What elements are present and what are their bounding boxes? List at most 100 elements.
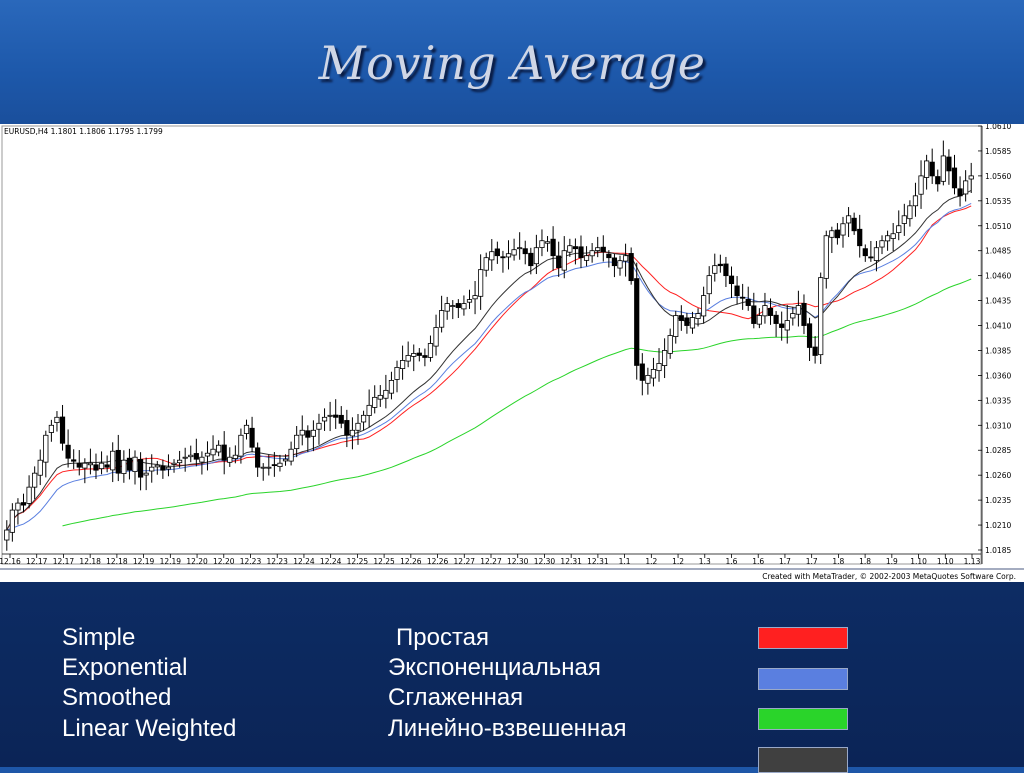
candlestick xyxy=(801,294,807,335)
candlestick xyxy=(171,459,177,473)
candle-body xyxy=(589,250,595,257)
candlestick xyxy=(199,451,205,475)
candle-body xyxy=(249,427,255,448)
candle-body xyxy=(795,305,801,315)
candle-body xyxy=(907,205,913,220)
legend-ru-simple: Простая xyxy=(396,624,490,651)
candle-body xyxy=(154,464,160,468)
candle-body xyxy=(110,450,116,471)
x-tick-label: 1.7 xyxy=(806,557,818,566)
candle-body xyxy=(818,277,824,356)
candle-body xyxy=(366,404,372,416)
x-tick-label: 12.31 xyxy=(560,557,582,566)
candle-body xyxy=(946,156,952,172)
candlestick xyxy=(511,238,517,261)
candlestick xyxy=(929,148,935,184)
candlestick xyxy=(422,348,428,367)
candlestick xyxy=(873,241,880,272)
x-tick-label: 12.17 xyxy=(26,557,48,566)
candle-body xyxy=(316,422,322,430)
x-tick-label: 12.26 xyxy=(400,557,422,566)
candle-body xyxy=(411,353,417,357)
candle-body xyxy=(344,420,350,436)
y-tick-label: 1.0210 xyxy=(985,521,1011,530)
candlestick xyxy=(299,415,305,446)
candlestick xyxy=(918,160,924,209)
candle-body xyxy=(260,466,266,469)
candlestick xyxy=(879,235,885,255)
candlestick xyxy=(728,266,735,298)
candle-body xyxy=(461,303,467,310)
candlestick xyxy=(93,453,99,479)
candle-body xyxy=(583,255,590,261)
candlestick xyxy=(528,247,534,275)
x-tick-label: 1.2 xyxy=(672,557,684,566)
candle-body xyxy=(188,454,194,458)
candlestick xyxy=(662,338,668,379)
candle-body xyxy=(511,249,517,256)
candlestick xyxy=(411,344,417,372)
footer-strip xyxy=(0,568,1024,582)
candle-body xyxy=(149,466,155,472)
candle-body xyxy=(806,323,813,348)
candle-body xyxy=(204,452,211,457)
x-tick-label: 1.3 xyxy=(699,557,711,566)
candlestick xyxy=(132,450,138,485)
x-tick-label: 1.8 xyxy=(859,557,871,566)
x-tick-label: 1.10 xyxy=(937,557,954,566)
candle-body xyxy=(695,313,701,319)
candle-body xyxy=(662,350,668,366)
y-tick-label: 1.0335 xyxy=(985,396,1011,405)
x-tick-label: 12.24 xyxy=(293,557,315,566)
x-tick-label: 12.19 xyxy=(133,557,155,566)
x-tick-label: 12.17 xyxy=(53,557,75,566)
candlestick xyxy=(795,290,801,327)
candle-body xyxy=(327,414,333,417)
legend-swatch-exponential xyxy=(758,668,848,690)
candlestick xyxy=(907,200,913,227)
x-tick-label: 12.18 xyxy=(106,557,128,566)
legend-panel: Simple Простая Exponential Экспоненциаль… xyxy=(0,582,1024,773)
candlestick xyxy=(723,256,729,288)
candlestick xyxy=(823,230,829,289)
candle-body xyxy=(500,256,506,259)
candlestick xyxy=(656,348,662,382)
x-tick-label: 12.30 xyxy=(534,557,556,566)
candle-body xyxy=(884,235,891,242)
candlestick xyxy=(611,253,618,278)
candlestick xyxy=(673,310,679,344)
candlestick xyxy=(539,229,545,257)
candlestick xyxy=(15,498,21,525)
candlestick xyxy=(110,442,116,483)
candle-body xyxy=(857,228,863,247)
candlestick xyxy=(550,226,556,271)
candle-body xyxy=(617,260,623,269)
candlestick xyxy=(282,454,289,466)
candlestick xyxy=(968,162,974,194)
candlestick xyxy=(372,385,378,414)
candlestick xyxy=(779,311,785,341)
x-tick-label: 12.20 xyxy=(213,557,235,566)
candlestick xyxy=(756,308,762,329)
candle-body xyxy=(227,456,233,463)
candlestick xyxy=(32,466,38,500)
candle-body xyxy=(305,430,311,438)
candlestick xyxy=(639,353,645,396)
candlestick xyxy=(461,295,467,316)
candle-body xyxy=(299,429,305,436)
candle-body xyxy=(845,215,852,224)
candle-body xyxy=(829,230,835,238)
candle-body xyxy=(572,246,579,250)
candlestick xyxy=(583,246,590,267)
candlestick xyxy=(667,328,673,359)
candle-body xyxy=(634,278,640,366)
candle-body xyxy=(193,453,199,460)
candlestick xyxy=(271,452,277,477)
candlestick xyxy=(204,441,211,471)
candlestick xyxy=(439,295,445,333)
candle-body xyxy=(422,355,428,358)
candle-body xyxy=(383,389,389,399)
candle-body xyxy=(232,454,238,459)
candlestick xyxy=(935,169,941,192)
candlestick xyxy=(216,440,222,457)
